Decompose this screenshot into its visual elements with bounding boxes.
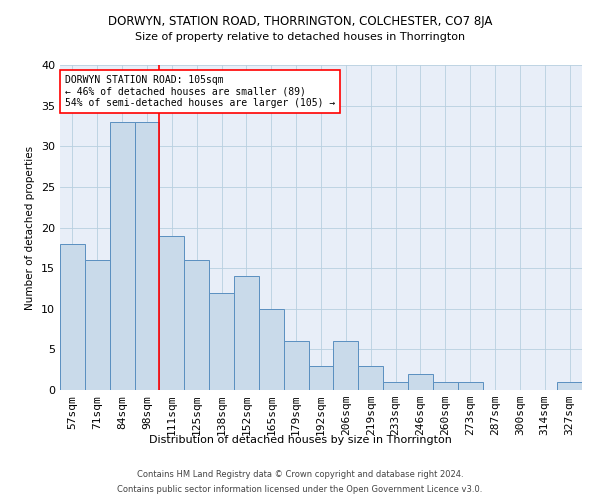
Bar: [458, 382, 482, 390]
Bar: [234, 276, 259, 390]
Bar: [110, 122, 134, 390]
Bar: [209, 292, 234, 390]
Text: Distribution of detached houses by size in Thorrington: Distribution of detached houses by size …: [149, 435, 451, 445]
Bar: [408, 374, 433, 390]
Bar: [308, 366, 334, 390]
Bar: [358, 366, 383, 390]
Bar: [259, 308, 284, 390]
Bar: [184, 260, 209, 390]
Bar: [160, 236, 184, 390]
Bar: [134, 122, 160, 390]
Bar: [334, 341, 358, 390]
Text: DORWYN STATION ROAD: 105sqm
← 46% of detached houses are smaller (89)
54% of sem: DORWYN STATION ROAD: 105sqm ← 46% of det…: [65, 74, 335, 108]
Text: DORWYN, STATION ROAD, THORRINGTON, COLCHESTER, CO7 8JA: DORWYN, STATION ROAD, THORRINGTON, COLCH…: [108, 15, 492, 28]
Bar: [60, 244, 85, 390]
Text: Size of property relative to detached houses in Thorrington: Size of property relative to detached ho…: [135, 32, 465, 42]
Bar: [557, 382, 582, 390]
Bar: [284, 341, 308, 390]
Text: Contains HM Land Registry data © Crown copyright and database right 2024.: Contains HM Land Registry data © Crown c…: [137, 470, 463, 479]
Bar: [85, 260, 110, 390]
Bar: [383, 382, 408, 390]
Text: Contains public sector information licensed under the Open Government Licence v3: Contains public sector information licen…: [118, 485, 482, 494]
Bar: [433, 382, 458, 390]
Y-axis label: Number of detached properties: Number of detached properties: [25, 146, 35, 310]
